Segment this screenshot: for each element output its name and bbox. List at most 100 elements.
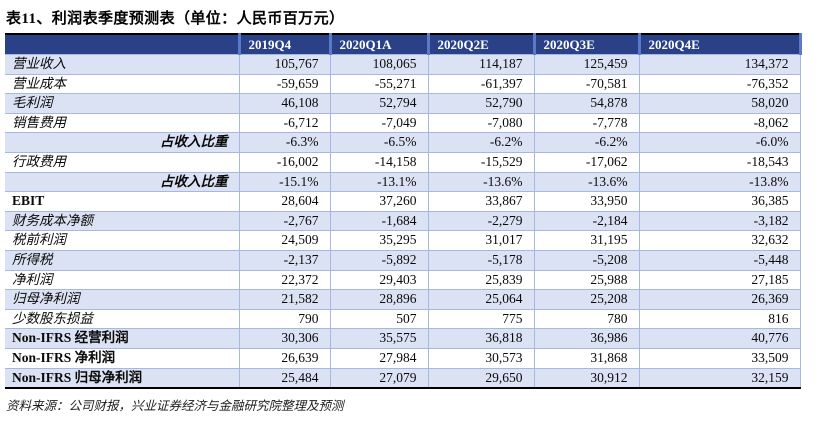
table-row: EBIT 28,604 37,260 33,867 33,950 36,385 bbox=[5, 191, 801, 212]
cell: -7,778 bbox=[533, 112, 639, 133]
row-label: 占收入比重 bbox=[5, 171, 239, 192]
row-label: 税前利润 bbox=[5, 230, 239, 251]
cell: -59,659 bbox=[238, 73, 330, 94]
table-row: 归母净利润 21,582 28,896 25,064 25,208 26,369 bbox=[5, 289, 801, 310]
cell: -2,137 bbox=[238, 249, 330, 271]
cell: 36,385 bbox=[638, 191, 801, 212]
cell: 26,639 bbox=[238, 347, 330, 368]
cell: -5,448 bbox=[638, 249, 801, 271]
table-row: 营业成本 -59,659 -55,271 -61,397 -70,581 -76… bbox=[5, 73, 801, 94]
table-row-ratio: 占收入比重 -15.1% -13.1% -13.6% -13.6% -13.8% bbox=[5, 171, 801, 192]
row-label: 毛利润 bbox=[5, 93, 239, 114]
cell: 775 bbox=[427, 308, 534, 329]
cell: 134,372 bbox=[638, 54, 801, 75]
cell: 40,776 bbox=[638, 328, 801, 349]
cell: -8,062 bbox=[638, 112, 801, 133]
table-row: 营业收入 105,767 108,065 114,187 125,459 134… bbox=[5, 54, 801, 75]
cell: 46,108 bbox=[238, 93, 330, 114]
cell: 31,868 bbox=[533, 347, 639, 368]
table-row: 净利润 22,372 29,403 25,839 25,988 27,185 bbox=[5, 269, 801, 290]
cell: 108,065 bbox=[329, 54, 428, 75]
data-source-note: 资料来源：公司财报，兴业证券经济与金融研究院整理及预测 bbox=[6, 399, 344, 413]
row-label: 所得税 bbox=[5, 249, 239, 271]
row-label: 归母净利润 bbox=[5, 289, 239, 310]
cell: 29,403 bbox=[329, 269, 428, 290]
cell: -15,529 bbox=[427, 151, 534, 173]
table-row: 销售费用 -6,712 -7,049 -7,080 -7,778 -8,062 bbox=[5, 112, 801, 133]
cell: -61,397 bbox=[427, 73, 534, 94]
cell: 32,632 bbox=[638, 230, 801, 251]
cell: 31,017 bbox=[427, 230, 534, 251]
cell: 25,988 bbox=[533, 269, 639, 290]
cell: 30,912 bbox=[533, 367, 639, 389]
table-row: Non-IFRS 净利润 26,639 27,984 30,573 31,868… bbox=[5, 347, 801, 368]
table-title: 表11、利润表季度预测表（单位：人民币百万元） bbox=[6, 11, 345, 27]
cell: -6,712 bbox=[238, 112, 330, 133]
cell: 58,020 bbox=[638, 93, 801, 114]
cell: 507 bbox=[329, 308, 428, 329]
cell: 37,260 bbox=[329, 191, 428, 212]
cell: -13.1% bbox=[329, 171, 428, 192]
cell: 36,986 bbox=[533, 328, 639, 349]
row-label: 销售费用 bbox=[5, 112, 239, 133]
cell: 790 bbox=[238, 308, 330, 329]
cell: -6.2% bbox=[427, 132, 534, 153]
cell: -70,581 bbox=[533, 73, 639, 94]
income-statement-forecast-table: 2019Q4 2020Q1A 2020Q2E 2020Q3E 2020Q4E 营… bbox=[5, 33, 802, 390]
cell: 24,509 bbox=[238, 230, 330, 251]
row-label: Non-IFRS 净利润 bbox=[5, 347, 239, 368]
cell: -13.6% bbox=[533, 171, 639, 192]
cell: -7,080 bbox=[427, 112, 534, 133]
header-2019q4: 2019Q4 bbox=[237, 34, 330, 55]
cell: -1,684 bbox=[329, 210, 428, 231]
cell: -17,062 bbox=[533, 151, 639, 173]
cell: -5,892 bbox=[329, 249, 428, 271]
cell: -13.8% bbox=[638, 171, 801, 192]
cell: 52,790 bbox=[427, 93, 534, 114]
row-label: 行政费用 bbox=[5, 151, 239, 173]
row-label: Non-IFRS 经营利润 bbox=[5, 328, 239, 349]
cell: -14,158 bbox=[329, 151, 428, 173]
cell: 33,867 bbox=[427, 191, 534, 212]
cell: 28,604 bbox=[238, 191, 330, 212]
cell: 29,650 bbox=[427, 367, 534, 389]
cell: -6.2% bbox=[533, 132, 639, 153]
table-header-row: 2019Q4 2020Q1A 2020Q2E 2020Q3E 2020Q4E bbox=[5, 34, 802, 55]
table-row: 少数股东损益 790 507 775 780 816 bbox=[5, 308, 801, 329]
header-2020q1a: 2020Q1A bbox=[328, 34, 428, 55]
row-label: 净利润 bbox=[5, 269, 239, 290]
cell: 816 bbox=[638, 308, 801, 329]
row-label: 少数股东损益 bbox=[5, 308, 239, 329]
cell: 35,575 bbox=[329, 328, 428, 349]
cell: 33,509 bbox=[638, 347, 801, 368]
cell: 30,573 bbox=[427, 347, 534, 368]
cell: -7,049 bbox=[329, 112, 428, 133]
cell: 114,187 bbox=[427, 54, 534, 75]
cell: 25,839 bbox=[427, 269, 534, 290]
table-row: 行政费用 -16,002 -14,158 -15,529 -17,062 -18… bbox=[5, 151, 801, 173]
cell: -16,002 bbox=[238, 151, 330, 173]
row-label: 营业收入 bbox=[5, 54, 239, 75]
cell: 22,372 bbox=[238, 269, 330, 290]
cell: -2,184 bbox=[533, 210, 639, 231]
cell: 32,159 bbox=[638, 367, 801, 389]
cell: 31,195 bbox=[533, 230, 639, 251]
table-row: 财务成本净额 -2,767 -1,684 -2,279 -2,184 -3,18… bbox=[5, 210, 801, 231]
cell: -6.0% bbox=[638, 132, 801, 153]
cell: -2,279 bbox=[427, 210, 534, 231]
cell: -13.6% bbox=[427, 171, 534, 192]
cell: 33,950 bbox=[533, 191, 639, 212]
cell: 25,208 bbox=[533, 289, 639, 310]
row-label: 财务成本净额 bbox=[5, 210, 239, 231]
cell: -5,178 bbox=[427, 249, 534, 271]
table-row: Non-IFRS 经营利润 30,306 35,575 36,818 36,98… bbox=[5, 328, 801, 349]
cell: -6.5% bbox=[329, 132, 428, 153]
cell: -3,182 bbox=[638, 210, 801, 231]
table-row: 毛利润 46,108 52,794 52,790 54,878 58,020 bbox=[5, 93, 801, 114]
cell: -18,543 bbox=[638, 151, 801, 173]
cell: 27,079 bbox=[329, 367, 428, 389]
cell: 25,064 bbox=[427, 289, 534, 310]
table-row: Non-IFRS 归母净利润 25,484 27,079 29,650 30,9… bbox=[5, 367, 801, 389]
cell: -15.1% bbox=[238, 171, 330, 192]
